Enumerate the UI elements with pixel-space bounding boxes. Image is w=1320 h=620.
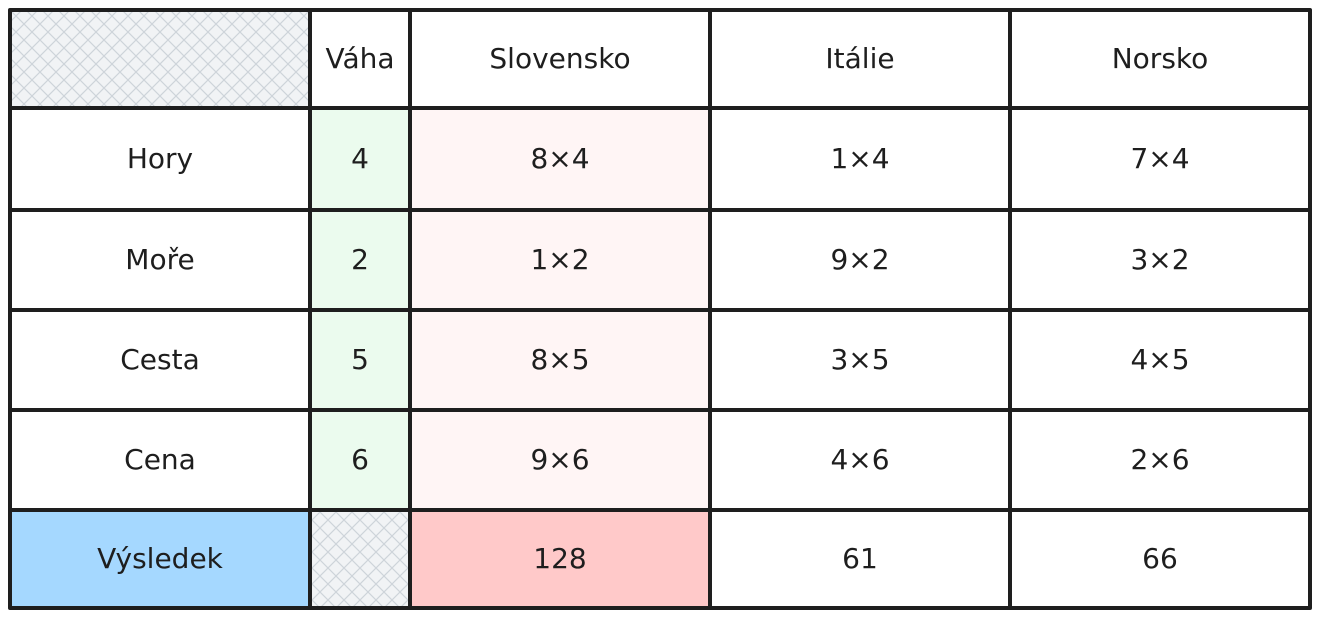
corner-cell [8,8,312,110]
score-cell-text: 8×5 [530,343,589,376]
score-cell-text: 7×4 [1130,142,1189,175]
row-label-text: Cena [124,443,196,476]
score-cell-text: 1×4 [830,142,889,175]
weight-cell [308,308,412,412]
weight-cell [308,408,412,512]
score-cell [408,408,712,512]
result-cell-text: 66 [1142,542,1178,575]
score-cell [708,106,1012,212]
score-cell-text: 9×2 [830,243,889,276]
row-label-text: Cesta [120,343,200,376]
score-cell [408,308,712,412]
score-cell-text: 9×6 [530,443,589,476]
score-cell [708,308,1012,412]
header-cell-text: Itálie [825,42,894,75]
score-cell [408,208,712,312]
score-cell-text: 4×6 [830,443,889,476]
header-cell-text: Norsko [1112,42,1209,75]
result-cell [1008,508,1312,610]
score-cell [708,408,1012,512]
weight-cell-text: 2 [351,243,369,276]
score-cell [1008,308,1312,412]
weight-cell-text: 4 [351,142,369,175]
header-cell-text: Váha [325,42,394,75]
score-cell-text: 1×2 [530,243,589,276]
score-cell-text: 3×2 [1130,243,1189,276]
row-label [8,208,312,312]
result-cell-text: 61 [842,542,878,575]
score-cell-text: 2×6 [1130,443,1189,476]
score-cell-text: 4×5 [1130,343,1189,376]
score-cell-text: 8×4 [530,142,589,175]
header-cell [1008,8,1312,110]
result-label-text: Výsledek [97,542,224,575]
row-label [8,408,312,512]
result-cell-text: 128 [533,542,586,575]
header-cell-text: Slovensko [489,42,630,75]
score-cell-text: 3×5 [830,343,889,376]
weight-cell-text: 5 [351,343,369,376]
header-cell [408,8,712,110]
score-cell [1008,408,1312,512]
weight-cell [308,106,412,212]
row-label-text: Hory [127,142,193,175]
score-cell [1008,208,1312,312]
empty-cell [308,508,412,610]
result-cell [708,508,1012,610]
row-label-text: Moře [125,243,194,276]
result-label [8,508,312,610]
weight-cell-text: 6 [351,443,369,476]
